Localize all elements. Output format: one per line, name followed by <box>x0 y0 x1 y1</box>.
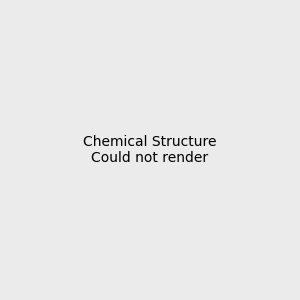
Text: Chemical Structure
Could not render: Chemical Structure Could not render <box>83 135 217 165</box>
